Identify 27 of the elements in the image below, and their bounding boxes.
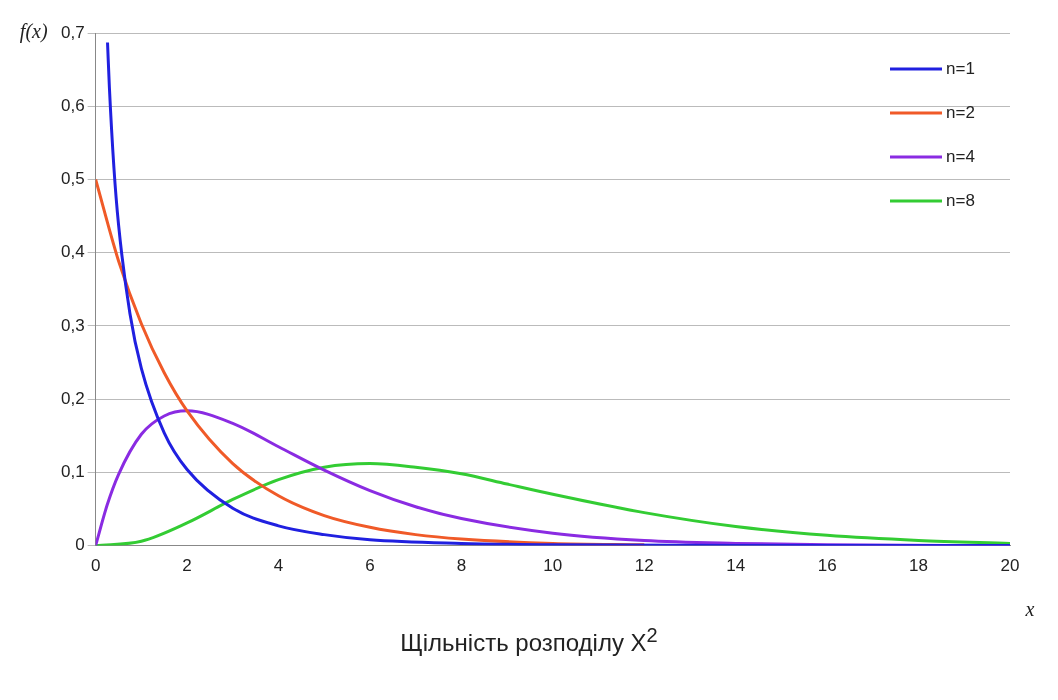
y-tick-label: 0,4 [60, 242, 85, 262]
x-tick-label: 4 [273, 556, 284, 576]
y-tick-label: 0,6 [60, 95, 85, 115]
text: Щільність розподілу X$^{2}$ [399, 624, 659, 657]
legend-label: n=2 [946, 102, 975, 122]
x-tick-label: 10 [543, 556, 563, 576]
x-tick-label: 14 [726, 556, 746, 576]
legend-label: n=4 [946, 146, 975, 166]
legend-label: n=8 [946, 190, 975, 210]
x-tick-label: 0 [90, 556, 101, 576]
x-tick-label: 12 [634, 556, 654, 576]
line-series [106, 41, 1010, 546]
x-tick-label: 18 [909, 556, 929, 576]
y-tick-label: 0,1 [60, 462, 85, 482]
x-tick-label: 8 [456, 556, 467, 576]
y-tick-label: 0 [75, 535, 85, 555]
x-tick-label: 20 [1000, 556, 1020, 576]
x-tick-label: 16 [817, 556, 837, 576]
y-tick-label: 0,5 [60, 169, 85, 189]
y-tick-label: 0,3 [60, 315, 85, 335]
y-axis-title: f(x) [19, 20, 48, 44]
y-tick-label: 0,2 [60, 388, 85, 408]
x-tick-label: 6 [365, 556, 375, 576]
x-axis-title: x [1024, 597, 1035, 620]
y-tick-label: 0,7 [60, 22, 85, 42]
x-tick-label: 2 [182, 556, 192, 576]
legend-label: n=1 [946, 58, 975, 78]
